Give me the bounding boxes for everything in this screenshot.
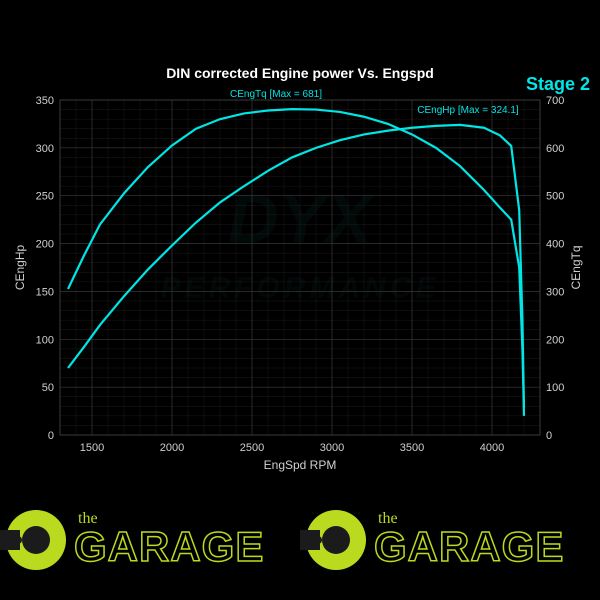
svg-text:200: 200: [36, 239, 54, 251]
svg-text:0: 0: [546, 430, 552, 442]
garage-logo-left: the GARAGE: [0, 504, 300, 576]
svg-text:150: 150: [36, 286, 54, 298]
svg-text:DIN corrected Engine power Vs.: DIN corrected Engine power Vs. Engspd: [166, 65, 434, 81]
chart-svg: DYXPERFORMANCE15002000250030003500400005…: [0, 0, 600, 500]
root: DYXPERFORMANCE15002000250030003500400005…: [0, 0, 600, 600]
logo-garage: GARAGE: [74, 526, 264, 568]
wrench-icon: [306, 510, 366, 570]
svg-text:400: 400: [546, 239, 564, 251]
svg-text:500: 500: [546, 191, 564, 203]
logo-garage: GARAGE: [374, 526, 564, 568]
svg-text:0: 0: [48, 430, 54, 442]
svg-text:CEngHp: CEngHp: [13, 244, 27, 290]
svg-text:CEngTq: CEngTq: [569, 245, 583, 289]
svg-text:50: 50: [42, 382, 54, 394]
wrench-icon: [6, 510, 66, 570]
svg-text:700: 700: [546, 95, 564, 107]
svg-text:250: 250: [36, 191, 54, 203]
svg-text:100: 100: [36, 334, 54, 346]
svg-text:600: 600: [546, 143, 564, 155]
svg-text:3500: 3500: [400, 442, 424, 454]
svg-text:3000: 3000: [320, 442, 344, 454]
svg-text:1500: 1500: [80, 442, 104, 454]
dyno-chart: DYXPERFORMANCE15002000250030003500400005…: [0, 0, 600, 500]
svg-text:2000: 2000: [160, 442, 184, 454]
svg-text:2500: 2500: [240, 442, 264, 454]
svg-text:100: 100: [546, 382, 564, 394]
svg-text:CEngTq [Max = 681]: CEngTq [Max = 681]: [230, 89, 322, 100]
svg-text:DYX: DYX: [228, 180, 376, 258]
svg-text:CEngHp [Max = 324.1]: CEngHp [Max = 324.1]: [417, 105, 519, 116]
svg-text:350: 350: [36, 95, 54, 107]
svg-text:4000: 4000: [480, 442, 504, 454]
svg-text:200: 200: [546, 334, 564, 346]
svg-text:Stage 2: Stage 2: [526, 74, 590, 94]
svg-text:EngSpd RPM: EngSpd RPM: [264, 458, 337, 472]
garage-logo-right: the GARAGE: [300, 504, 600, 576]
footer-logo-strip: the GARAGE the GARAGE: [0, 500, 600, 580]
svg-text:300: 300: [546, 286, 564, 298]
svg-text:300: 300: [36, 143, 54, 155]
